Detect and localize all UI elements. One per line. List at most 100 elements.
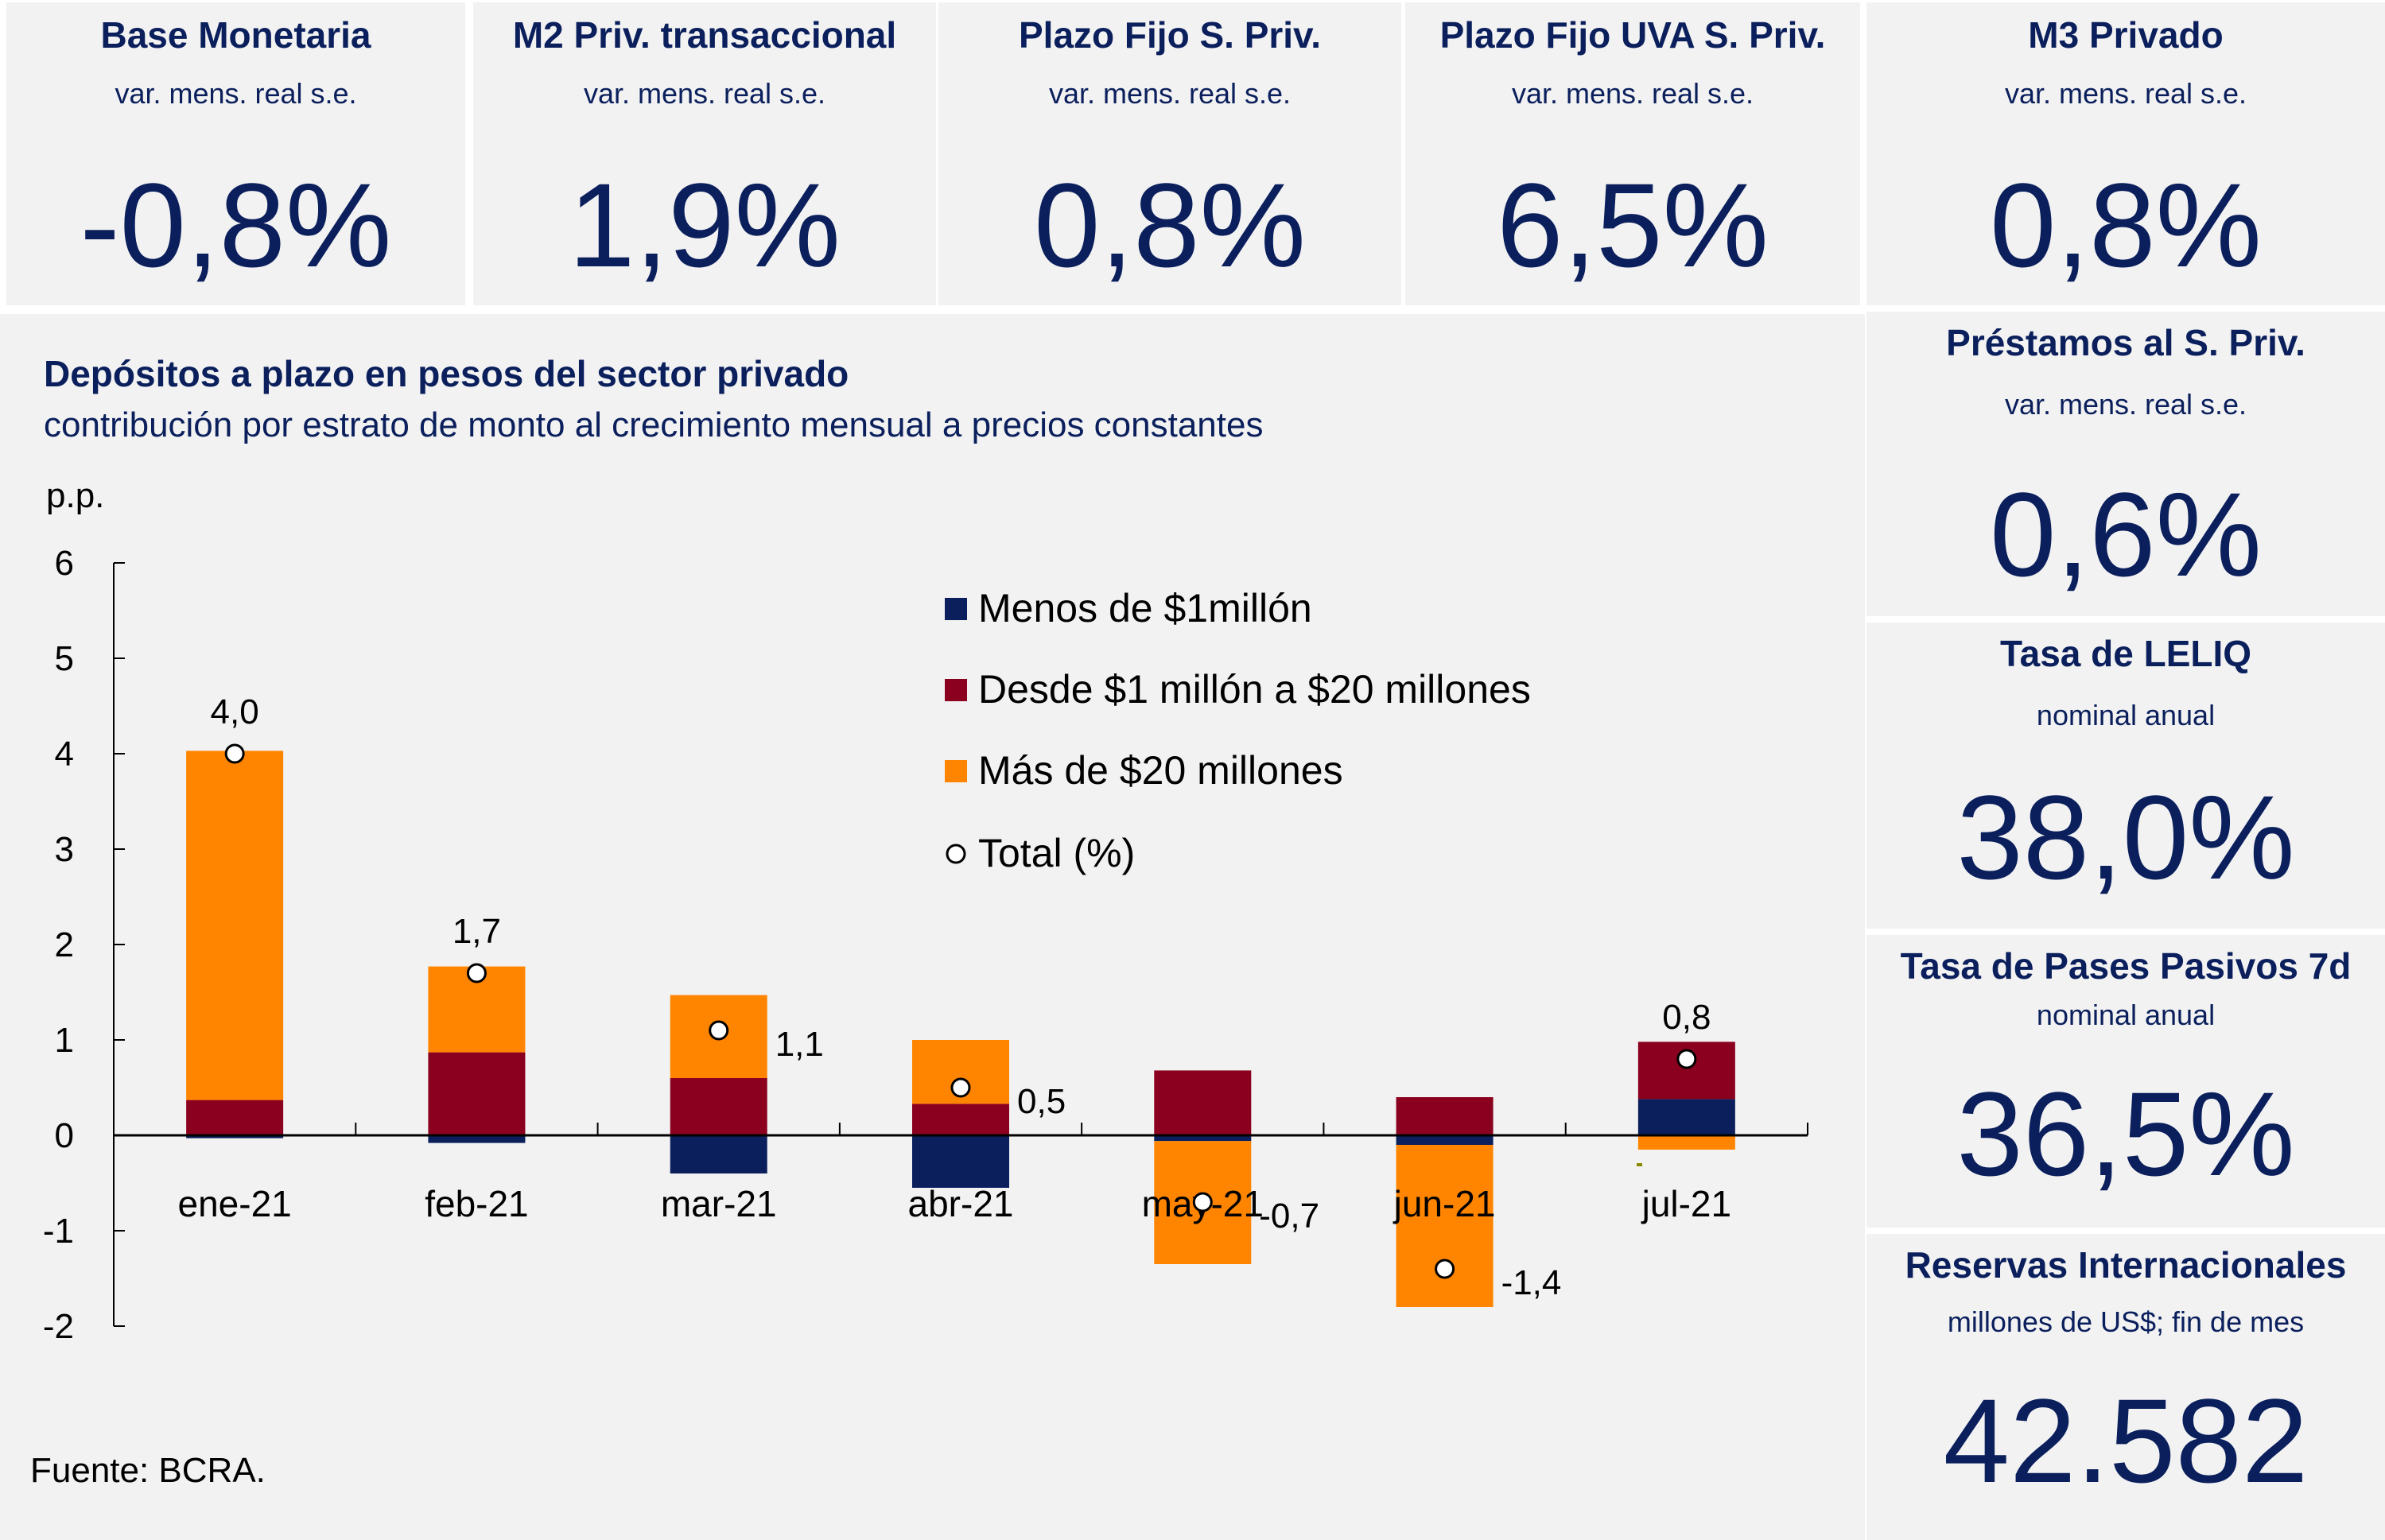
bar-segment-desde (428, 1052, 526, 1135)
chart-subtitle: contribución por estrato de monto al cre… (44, 405, 1264, 444)
chart-title: Depósitos a plazo en pesos del sector pr… (44, 353, 849, 394)
indicator-plazo-fijo-uva: Plazo Fijo UVA S. Priv. var. mens. real … (1405, 2, 1860, 305)
legend-label: Más de $20 millones (978, 748, 1343, 793)
total-data-label: -1,4 (1501, 1263, 1562, 1302)
y-tick-label: 4 (55, 735, 74, 774)
indicator-subtitle: var. mens. real s.e. (1048, 77, 1292, 110)
total-data-label: -0,7 (1259, 1197, 1319, 1235)
bar-segment-menos (1637, 1099, 1735, 1135)
source-note: Fuente: BCRA. (30, 1451, 266, 1490)
indicator-value: 0,8% (1990, 158, 2262, 292)
indicator-leliq: Tasa de LELIQ nominal anual 38,0% (1866, 623, 2385, 929)
stacked-bar-chart: p.p. ene-21feb-21mar-21abr-21may-21jun-2… (43, 476, 1808, 1346)
chart-panel: Depósitos a plazo en pesos del sector pr… (0, 314, 1865, 1540)
indicator-subtitle: nominal anual (2036, 699, 2216, 731)
y-tick-label: 5 (55, 639, 74, 678)
stray-marker (1637, 1163, 1642, 1166)
indicator-m3-privado: M3 Privado var. mens. real s.e. 0,8% (1866, 2, 2385, 305)
axes-group: ene-21feb-21mar-21abr-21may-21jun-21jul-… (43, 544, 1808, 1346)
bar-segment-menos (1396, 1135, 1494, 1145)
total-marker (1435, 1259, 1455, 1279)
indicator-plazo-fijo: Plazo Fijo S. Priv. var. mens. real s.e.… (938, 2, 1401, 305)
total-marker (1676, 1049, 1697, 1069)
y-tick-label: -2 (43, 1307, 74, 1346)
bar-segment-mas (1637, 1135, 1735, 1150)
bar-segment-desde (912, 1104, 1009, 1135)
indicator-title: Base Monetaria (100, 14, 371, 56)
indicator-value: 38,0% (1956, 770, 2295, 904)
indicator-title: M2 Priv. transaccional (512, 14, 897, 56)
indicator-subtitle: var. mens. real s.e. (115, 77, 357, 110)
x-tick-label: jun-21 (1393, 1183, 1496, 1224)
legend-swatch-mas (945, 760, 967, 782)
indicator-subtitle: millones de US$; fin de mes (1947, 1305, 2305, 1338)
indicator-reservas: Reservas Internacionales millones de US$… (1866, 1234, 2385, 1540)
bar-segment-desde (186, 1100, 284, 1135)
total-marker (950, 1077, 971, 1098)
x-tick-label: mar-21 (661, 1183, 777, 1224)
indicator-title: Reservas Internacionales (1905, 1244, 2347, 1286)
indicator-value: 0,8% (1034, 158, 1306, 292)
y-axis-label: p.p. (46, 476, 104, 515)
bar-segment-menos (1154, 1135, 1252, 1142)
y-tick-label: 0 (55, 1116, 74, 1155)
bar-segment-menos (428, 1135, 526, 1143)
legend-swatch-desde (945, 679, 967, 701)
indicator-subtitle: nominal anual (2036, 999, 2216, 1031)
indicator-pases-pasivos: Tasa de Pases Pasivos 7d nominal anual 3… (1866, 935, 2385, 1228)
bar-segment-desde (1396, 1097, 1494, 1135)
y-tick-label: -1 (43, 1212, 74, 1251)
indicator-title: Plazo Fijo S. Priv. (1018, 14, 1322, 56)
indicator-value: -0,8% (80, 158, 392, 292)
y-tick-label: 3 (55, 830, 74, 869)
y-tick-label: 1 (55, 1021, 74, 1060)
indicator-value: 42.582 (1943, 1374, 2309, 1507)
indicator-subtitle: var. mens. real s.e. (1511, 77, 1754, 110)
bar-segment-mas (186, 751, 284, 1100)
legend: Menos de $1millón Desde $1 millón a $20 m… (945, 586, 1531, 875)
indicator-value: 6,5% (1497, 158, 1769, 292)
legend-marker-total (946, 844, 966, 864)
y-tick-label: 6 (55, 544, 74, 583)
indicator-title: Plazo Fijo UVA S. Priv. (1439, 14, 1826, 56)
legend-label: Desde $1 millón a $20 millones (978, 667, 1531, 712)
bar-segment-desde (670, 1078, 767, 1135)
total-data-label: 1,7 (453, 912, 501, 951)
indicator-m2-priv: M2 Priv. transaccional var. mens. real s… (473, 2, 936, 305)
x-tick-label: feb-21 (425, 1183, 528, 1224)
bars-group (186, 751, 1735, 1307)
total-marker (1192, 1192, 1213, 1212)
indicator-title: Tasa de LELIQ (1999, 633, 2252, 674)
legend-label: Menos de $1millón (978, 586, 1312, 630)
total-marker (709, 1020, 729, 1041)
indicator-value: 36,5% (1956, 1067, 2295, 1201)
legend-swatch-menos (945, 598, 967, 620)
indicator-base-monetaria: Base Monetaria var. mens. real s.e. -0,8… (6, 2, 465, 305)
indicator-title: Tasa de Pases Pasivos 7d (1900, 945, 2352, 987)
bar-segment-menos (670, 1135, 767, 1173)
indicator-subtitle: var. mens. real s.e. (583, 77, 826, 110)
indicator-prestamos: Préstamos al S. Priv. var. mens. real s.… (1866, 312, 2385, 616)
bar-segment-mas (1396, 1145, 1494, 1307)
total-data-label: 0,5 (1017, 1082, 1066, 1121)
total-marker (224, 743, 245, 764)
bar-segment-desde (1154, 1070, 1252, 1135)
indicator-subtitle: var. mens. real s.e. (2004, 77, 2247, 110)
total-marker (466, 963, 487, 983)
bar-segment-menos (912, 1135, 1009, 1188)
indicator-title: M3 Privado (2028, 14, 2224, 56)
indicator-subtitle: var. mens. real s.e. (2004, 388, 2247, 421)
totals-group: 4,0 1,7 1,1 0,5 -0,7 -1,4 0,8 (211, 692, 1711, 1302)
indicator-value: 1,9% (569, 158, 841, 292)
total-data-label: 4,0 (211, 692, 259, 731)
legend-label: Total (%) (978, 831, 1135, 875)
y-tick-label: 2 (55, 925, 74, 964)
bar-segment-menos (186, 1135, 284, 1139)
x-tick-label: abr-21 (908, 1183, 1014, 1224)
x-tick-label: ene-21 (178, 1183, 292, 1224)
indicator-title: Préstamos al S. Priv. (1946, 322, 2305, 363)
indicator-value: 0,6% (1990, 467, 2262, 601)
total-data-label: 1,1 (775, 1025, 824, 1064)
total-data-label: 0,8 (1662, 998, 1711, 1037)
x-tick-label: jul-21 (1641, 1183, 1732, 1224)
